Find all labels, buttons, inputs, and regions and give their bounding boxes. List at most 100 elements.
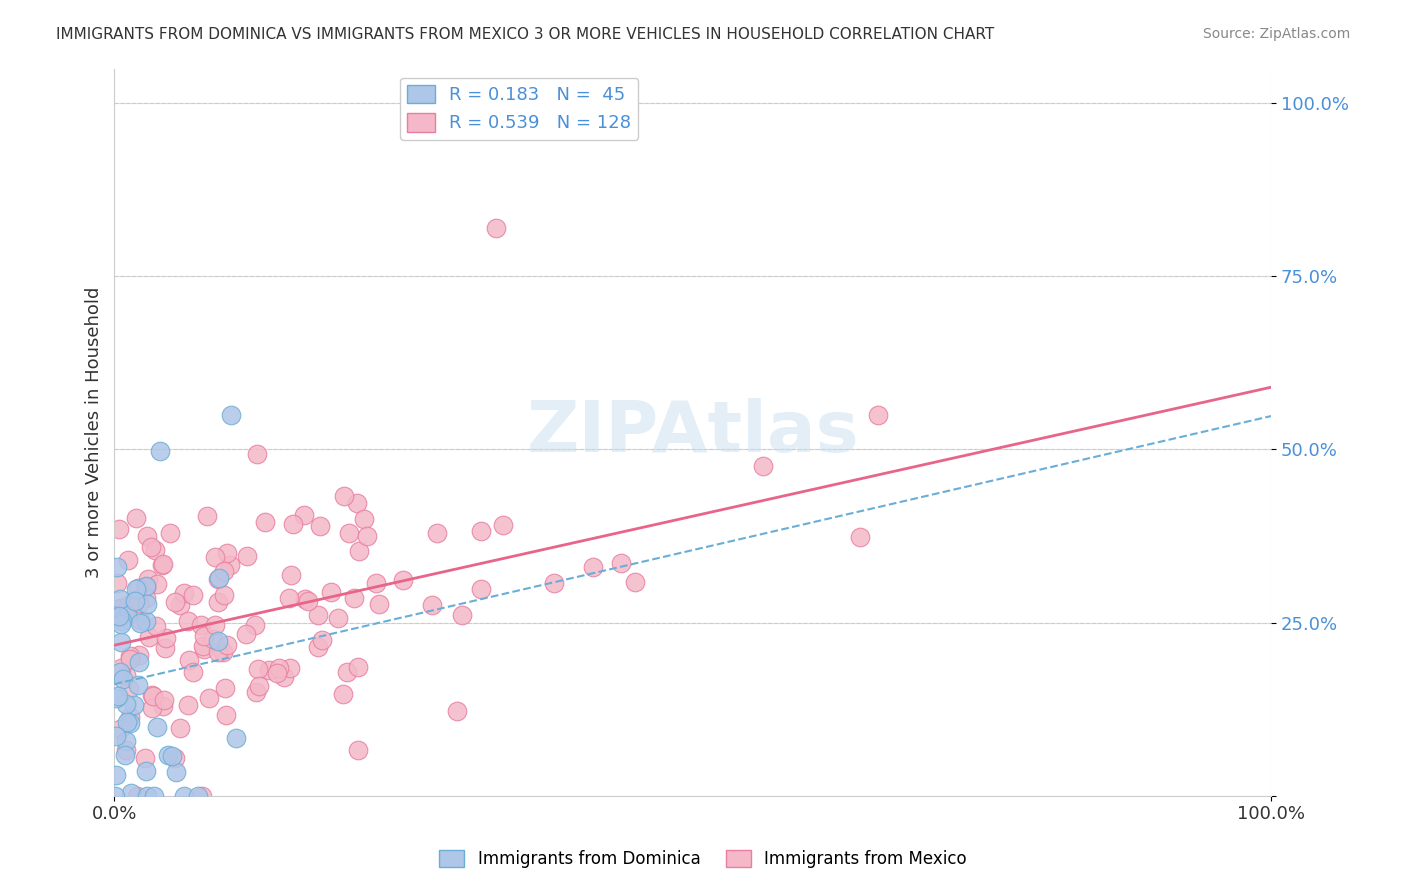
Point (235, 627, 257, 641)
Point (347, 660, 370, 674)
Point (173, 585, 195, 599)
Point (105, 576, 128, 591)
Point (159, 526, 181, 541)
Point (245, 685, 267, 699)
Point (195, 509, 218, 524)
Point (110, 722, 132, 736)
Point (128, 655, 150, 669)
Point (135, 614, 157, 628)
Point (108, 522, 131, 536)
Point (127, 678, 149, 692)
Point (543, 576, 565, 591)
Point (610, 556, 633, 570)
Point (124, 594, 146, 608)
Point (117, 681, 139, 696)
Point (332, 489, 354, 503)
Point (207, 572, 229, 586)
Point (426, 526, 449, 541)
Point (198, 690, 221, 705)
Point (208, 571, 231, 585)
Point (582, 560, 605, 574)
Point (280, 660, 302, 674)
Point (336, 665, 359, 680)
Point (211, 645, 233, 659)
Point (492, 518, 515, 533)
Point (110, 635, 132, 649)
Point (328, 611, 350, 625)
Y-axis label: 3 or more Vehicles in Household: 3 or more Vehicles in Household (86, 286, 103, 578)
Point (104, 603, 127, 617)
Point (165, 595, 187, 609)
Point (219, 558, 242, 572)
Point (212, 565, 235, 579)
Point (125, 510, 148, 524)
Point (247, 662, 270, 676)
Point (152, 698, 174, 713)
Point (177, 653, 200, 667)
Point (152, 558, 174, 573)
Point (118, 648, 141, 663)
Point (160, 748, 183, 763)
Point (212, 588, 235, 602)
Point (236, 549, 259, 563)
Point (451, 608, 474, 623)
Point (110, 665, 132, 680)
Point (353, 511, 375, 525)
Point (146, 576, 169, 591)
Point (307, 640, 329, 654)
Point (107, 689, 129, 703)
Point (311, 632, 333, 647)
Point (339, 525, 361, 540)
Text: ZIPAtlas: ZIPAtlas (526, 398, 859, 467)
Point (114, 609, 136, 624)
Point (135, 591, 157, 605)
Point (181, 588, 204, 602)
Point (104, 789, 127, 803)
Point (104, 602, 127, 616)
Point (152, 693, 174, 707)
Point (191, 639, 214, 653)
Point (391, 574, 413, 588)
Point (110, 617, 132, 632)
Point (120, 652, 142, 666)
Point (115, 734, 138, 748)
Point (332, 687, 354, 701)
Point (110, 660, 132, 674)
Point (141, 540, 163, 554)
Point (110, 610, 132, 624)
Point (247, 679, 270, 693)
Point (135, 764, 157, 779)
Point (115, 668, 138, 682)
Point (347, 543, 370, 558)
Point (470, 582, 492, 597)
Point (115, 697, 138, 711)
Point (122, 698, 145, 712)
Point (201, 632, 224, 646)
Point (117, 599, 139, 613)
Point (141, 701, 163, 715)
Point (273, 670, 295, 684)
Point (145, 619, 167, 633)
Point (108, 608, 131, 623)
Point (143, 789, 166, 803)
Point (368, 597, 391, 611)
Point (115, 607, 138, 622)
Point (278, 591, 301, 605)
Point (215, 707, 238, 722)
Point (177, 614, 200, 628)
Text: Source: ZipAtlas.com: Source: ZipAtlas.com (1202, 27, 1350, 41)
Point (124, 582, 146, 597)
Point (110, 601, 132, 615)
Point (115, 715, 138, 730)
Point (135, 579, 157, 593)
Point (193, 629, 215, 643)
Point (104, 729, 127, 743)
Point (266, 666, 288, 681)
Point (259, 664, 281, 678)
Point (294, 591, 316, 606)
Point (146, 720, 169, 734)
Point (118, 710, 141, 724)
Point (149, 444, 172, 458)
Point (128, 596, 150, 610)
Point (108, 592, 131, 607)
